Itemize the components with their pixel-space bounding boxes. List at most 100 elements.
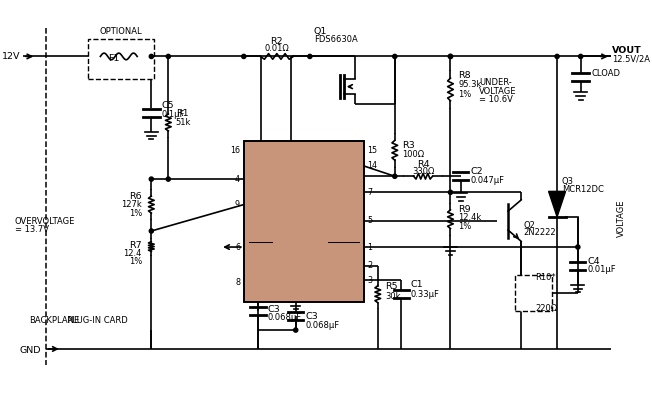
Text: Q3: Q3 bbox=[562, 177, 574, 186]
Text: 8: 8 bbox=[235, 278, 240, 288]
Text: OPTIONAL: OPTIONAL bbox=[100, 27, 142, 36]
Bar bbox=[244, 141, 364, 302]
Text: 330Ω: 330Ω bbox=[412, 167, 434, 176]
Text: GND: GND bbox=[19, 346, 40, 356]
Text: 12.4: 12.4 bbox=[123, 249, 142, 258]
Text: 0.01μF: 0.01μF bbox=[587, 265, 616, 274]
Text: R8: R8 bbox=[458, 71, 471, 80]
Circle shape bbox=[149, 229, 153, 233]
Text: C3: C3 bbox=[267, 305, 280, 314]
Text: FB: FB bbox=[349, 188, 359, 197]
Circle shape bbox=[393, 55, 397, 58]
Circle shape bbox=[166, 55, 170, 58]
Text: F1: F1 bbox=[108, 54, 119, 63]
Text: GATE: GATE bbox=[338, 162, 359, 170]
Text: 9: 9 bbox=[235, 200, 240, 209]
Bar bbox=[88, 40, 154, 79]
Text: SENSE: SENSE bbox=[333, 148, 359, 157]
Text: 127k: 127k bbox=[121, 200, 142, 209]
Text: C1: C1 bbox=[411, 280, 423, 289]
Text: OVERVOLTAGE: OVERVOLTAGE bbox=[14, 217, 75, 226]
Text: 51k: 51k bbox=[176, 118, 191, 127]
Text: Q1: Q1 bbox=[314, 27, 327, 36]
Text: 220Ω: 220Ω bbox=[535, 304, 557, 313]
Text: 12V: 12V bbox=[2, 52, 20, 61]
Text: Q2: Q2 bbox=[523, 221, 535, 230]
Text: 30k: 30k bbox=[385, 292, 401, 301]
Text: = 13.7V: = 13.7V bbox=[14, 225, 48, 233]
Text: GND: GND bbox=[248, 278, 267, 288]
Circle shape bbox=[393, 174, 397, 179]
Text: CRWBR: CRWBR bbox=[329, 243, 359, 252]
Text: BRK TMR: BRK TMR bbox=[323, 261, 359, 271]
Text: 12.5V/2A: 12.5V/2A bbox=[612, 55, 650, 64]
Circle shape bbox=[293, 328, 298, 332]
Text: R7: R7 bbox=[129, 241, 142, 250]
Text: 2N2222: 2N2222 bbox=[523, 228, 556, 237]
Text: 1%: 1% bbox=[458, 222, 471, 231]
Text: PLUG-IN CARD: PLUG-IN CARD bbox=[62, 316, 127, 325]
Circle shape bbox=[242, 55, 246, 58]
Text: 0.1μF: 0.1μF bbox=[162, 111, 185, 119]
Text: R2: R2 bbox=[271, 37, 283, 46]
Text: BACKPLANE: BACKPLANE bbox=[29, 316, 79, 325]
Text: C5: C5 bbox=[162, 101, 174, 110]
Circle shape bbox=[449, 55, 452, 58]
Circle shape bbox=[149, 177, 153, 181]
Text: 16: 16 bbox=[230, 146, 240, 155]
Text: C4: C4 bbox=[587, 257, 600, 266]
Text: R6: R6 bbox=[129, 192, 142, 201]
Text: VOLTAGE: VOLTAGE bbox=[479, 87, 516, 96]
Circle shape bbox=[576, 245, 580, 249]
Text: R4: R4 bbox=[417, 160, 430, 169]
Text: 1%: 1% bbox=[128, 257, 142, 266]
Circle shape bbox=[578, 55, 583, 58]
Text: FDS6630A: FDS6630A bbox=[314, 35, 357, 44]
Circle shape bbox=[449, 190, 452, 194]
Text: CLOAD: CLOAD bbox=[592, 69, 621, 78]
Text: 6: 6 bbox=[235, 243, 240, 252]
Text: C3: C3 bbox=[305, 312, 318, 322]
Text: UNDER-: UNDER- bbox=[479, 78, 512, 87]
Text: 3: 3 bbox=[368, 276, 372, 284]
Text: OV: OV bbox=[248, 200, 260, 209]
Text: MCR12DC: MCR12DC bbox=[562, 185, 604, 194]
Text: 1%: 1% bbox=[458, 90, 471, 99]
Text: 1%: 1% bbox=[128, 209, 142, 218]
Text: 12.4k: 12.4k bbox=[458, 213, 481, 222]
Text: 0.068μF: 0.068μF bbox=[267, 313, 301, 322]
Text: 0.047μF: 0.047μF bbox=[470, 177, 504, 186]
Text: 1: 1 bbox=[368, 243, 372, 252]
Text: R9: R9 bbox=[458, 205, 471, 214]
Text: = 10.6V: = 10.6V bbox=[479, 95, 512, 104]
Text: LTC1642: LTC1642 bbox=[276, 220, 331, 233]
Text: R3: R3 bbox=[402, 141, 415, 150]
Text: 100Ω: 100Ω bbox=[402, 150, 424, 159]
Text: ON: ON bbox=[248, 175, 261, 184]
Text: 95.3k: 95.3k bbox=[458, 80, 481, 89]
Text: R5: R5 bbox=[385, 282, 398, 291]
Text: C2: C2 bbox=[470, 167, 483, 176]
Text: R10*: R10* bbox=[535, 273, 556, 282]
Circle shape bbox=[149, 55, 153, 58]
Text: 2: 2 bbox=[368, 261, 372, 271]
Text: 0.33μF: 0.33μF bbox=[411, 290, 439, 299]
Bar bbox=[514, 275, 552, 311]
Circle shape bbox=[166, 177, 170, 181]
Text: 0.068μF: 0.068μF bbox=[305, 321, 339, 330]
Circle shape bbox=[308, 55, 312, 58]
Circle shape bbox=[449, 55, 452, 58]
Text: 4: 4 bbox=[235, 175, 240, 184]
Circle shape bbox=[555, 55, 559, 58]
Text: RESET: RESET bbox=[334, 216, 359, 225]
Text: VOUT: VOUT bbox=[612, 46, 642, 55]
Polygon shape bbox=[548, 191, 565, 217]
Text: R1: R1 bbox=[176, 109, 188, 118]
Text: VOLTAGE: VOLTAGE bbox=[617, 200, 626, 237]
Text: 7: 7 bbox=[368, 188, 372, 197]
Text: 14: 14 bbox=[368, 162, 378, 170]
Text: VCC: VCC bbox=[248, 148, 265, 157]
Text: 0.01Ω: 0.01Ω bbox=[265, 44, 289, 53]
Text: FAULT: FAULT bbox=[248, 243, 272, 252]
Text: RST TMR: RST TMR bbox=[324, 276, 359, 284]
